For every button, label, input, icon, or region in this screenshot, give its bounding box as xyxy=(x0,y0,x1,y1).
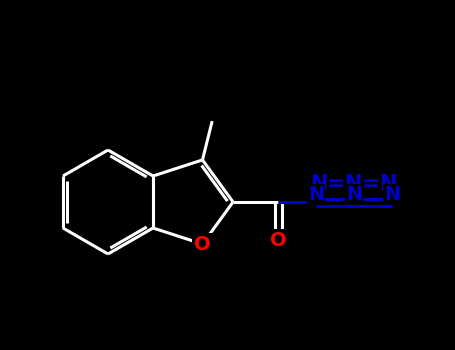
Text: N: N xyxy=(346,184,362,203)
Text: N: N xyxy=(308,184,324,203)
Text: N: N xyxy=(384,184,400,203)
Text: O: O xyxy=(270,231,286,250)
Text: N=N=N: N=N=N xyxy=(310,174,398,194)
Text: O: O xyxy=(194,234,211,253)
